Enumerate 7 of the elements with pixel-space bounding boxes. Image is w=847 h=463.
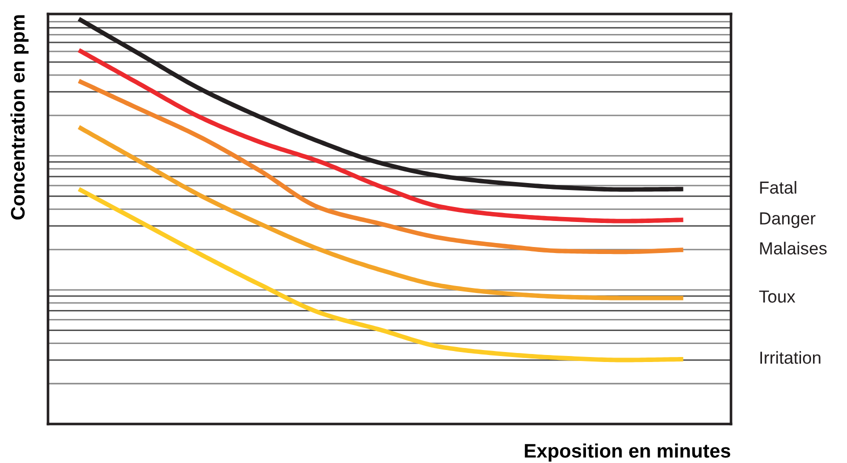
text: Malaises bbox=[760, 242, 827, 255]
text: Toux bbox=[759, 290, 796, 303]
y-axis-title: Concentration en ppm bbox=[10, 15, 29, 220]
text: Irritation bbox=[760, 351, 820, 364]
text: Danger bbox=[760, 212, 816, 228]
text: Fatal bbox=[760, 180, 796, 194]
x-axis-title: Exposition en minutes bbox=[524, 443, 730, 462]
